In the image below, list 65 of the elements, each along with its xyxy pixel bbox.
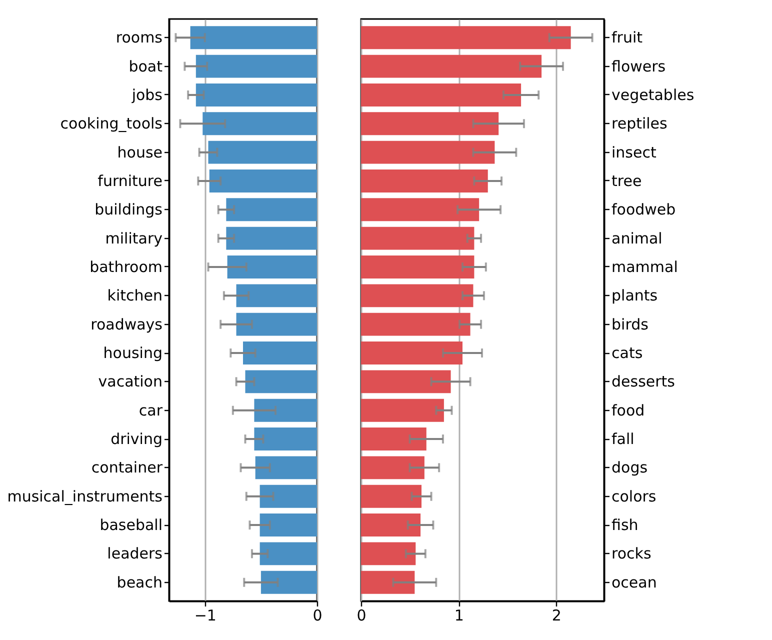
y-tick-label: plants bbox=[612, 286, 658, 305]
y-tick-label: musical_instruments bbox=[7, 487, 163, 506]
y-tick-label: kitchen bbox=[107, 286, 162, 305]
y-tick-label: mammal bbox=[612, 258, 678, 276]
bar bbox=[361, 140, 495, 164]
y-tick-label: rocks bbox=[612, 544, 652, 563]
bar bbox=[361, 226, 474, 250]
y-tick-label: house bbox=[117, 143, 162, 162]
y-tick-label: reptiles bbox=[612, 114, 668, 133]
bar bbox=[361, 456, 424, 480]
y-tick-label: jobs bbox=[130, 86, 163, 104]
bar bbox=[361, 256, 474, 278]
y-tick-label: birds bbox=[612, 315, 649, 334]
y-tick-label: housing bbox=[103, 344, 162, 362]
bar bbox=[361, 542, 416, 566]
y-tick-label: baseball bbox=[100, 516, 162, 534]
y-tick-label: dogs bbox=[612, 458, 648, 477]
bar bbox=[361, 428, 426, 450]
y-tick-label: driving bbox=[110, 430, 162, 448]
y-tick-label: leaders bbox=[107, 544, 163, 563]
y-tick-label: animal bbox=[612, 229, 662, 248]
bar bbox=[361, 514, 421, 536]
bar bbox=[361, 342, 462, 364]
bar bbox=[361, 570, 415, 594]
y-tick-label: flowers bbox=[612, 57, 666, 76]
y-tick-label: insect bbox=[612, 143, 656, 162]
x-tick-label: 1 bbox=[454, 606, 464, 624]
bar bbox=[361, 84, 522, 106]
y-tick-label: beach bbox=[116, 573, 162, 592]
bar bbox=[361, 284, 474, 308]
y-tick-label: colors bbox=[612, 487, 656, 506]
y-tick-label: tree bbox=[612, 172, 642, 190]
y-tick-label: furniture bbox=[98, 172, 162, 190]
y-tick-label: vegetables bbox=[612, 86, 694, 104]
y-tick-label: cooking_tools bbox=[60, 114, 163, 133]
bar bbox=[361, 26, 571, 50]
y-tick-label: roadways bbox=[90, 315, 163, 334]
y-tick-label: vacation bbox=[98, 372, 162, 391]
bar bbox=[361, 398, 444, 422]
x-tick-label: 0 bbox=[356, 606, 366, 624]
y-tick-label: fruit bbox=[612, 28, 643, 47]
y-tick-label: rooms bbox=[116, 28, 163, 47]
bar bbox=[361, 198, 480, 222]
y-tick-label: buildings bbox=[94, 200, 163, 219]
y-tick-label: bathroom bbox=[90, 258, 162, 276]
bar bbox=[361, 312, 470, 336]
y-tick-label: military bbox=[105, 229, 163, 248]
bar bbox=[361, 54, 542, 78]
bar bbox=[361, 112, 499, 136]
bar bbox=[361, 370, 451, 394]
y-tick-label: cats bbox=[612, 344, 643, 362]
y-tick-label: car bbox=[138, 401, 164, 420]
bar bbox=[361, 484, 422, 508]
y-tick-label: ocean bbox=[612, 573, 657, 592]
y-tick-label: food bbox=[612, 401, 645, 420]
y-tick-label: fish bbox=[612, 516, 638, 534]
y-tick-label: desserts bbox=[612, 372, 676, 391]
y-tick-label: boat bbox=[128, 57, 163, 76]
y-tick-label: container bbox=[91, 458, 164, 477]
y-tick-label: fall bbox=[612, 430, 634, 448]
x-tick-label: −1 bbox=[194, 606, 216, 624]
x-tick-label: 2 bbox=[552, 606, 562, 624]
bar bbox=[361, 170, 488, 192]
x-tick-label: 0 bbox=[312, 606, 322, 624]
y-tick-label: foodweb bbox=[612, 200, 676, 219]
